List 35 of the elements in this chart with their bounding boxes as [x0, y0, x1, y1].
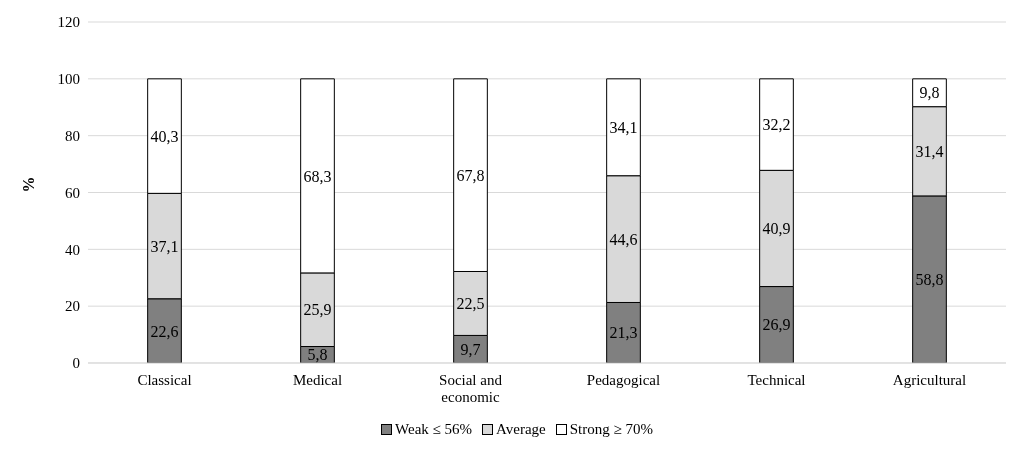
data-label: 22,5: [456, 295, 485, 313]
data-label: 22,6: [150, 322, 179, 340]
data-label: 25,9: [303, 301, 332, 319]
x-tick-label: Agricultural: [892, 372, 967, 388]
data-label: 26,9: [762, 316, 791, 334]
data-label: 58,8: [915, 271, 944, 289]
data-label: 31,4: [915, 142, 944, 160]
y-axis-title: %: [19, 176, 37, 193]
data-label: 21,3: [609, 324, 638, 342]
y-tick-label: 40: [65, 241, 80, 258]
data-label: 44,6: [609, 230, 638, 248]
data-label: 68,3: [303, 167, 332, 185]
x-tick-label: Social and economic: [439, 372, 503, 405]
data-label: 32,2: [762, 116, 791, 134]
y-tick-label: 120: [57, 14, 80, 31]
y-tick-label: 100: [57, 71, 80, 88]
x-tick-label: Pedagogical: [586, 372, 661, 388]
data-label: 40,9: [762, 220, 791, 238]
legend-label: Average: [496, 421, 546, 438]
data-label: 40,3: [150, 127, 179, 145]
x-tick-label: Medical: [292, 372, 343, 388]
data-label: 67,8: [456, 166, 485, 184]
data-label: 37,1: [150, 237, 179, 255]
x-tick-label: Technical: [747, 372, 806, 388]
data-label: 9,8: [919, 84, 940, 102]
y-tick-label: 20: [65, 298, 80, 315]
data-label: 34,1: [609, 118, 638, 136]
y-tick-label: 0: [72, 355, 80, 372]
legend-label: Strong ≥ 70%: [569, 421, 653, 438]
y-tick-label: 60: [65, 184, 80, 201]
x-tick-label: Classical: [137, 372, 192, 388]
data-label: 9,7: [460, 340, 481, 358]
data-label: 5,8: [307, 346, 328, 364]
y-tick-label: 80: [65, 127, 80, 144]
legend-label: Weak ≤ 56%: [395, 421, 473, 438]
